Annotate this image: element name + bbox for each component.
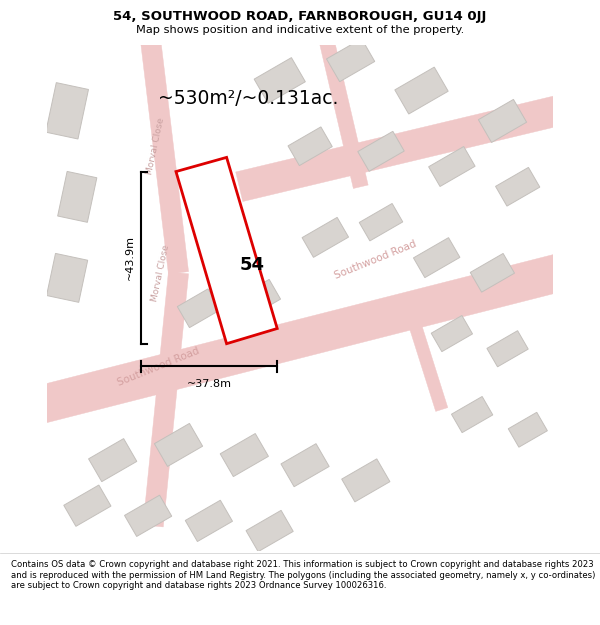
Polygon shape bbox=[220, 434, 268, 477]
Polygon shape bbox=[125, 495, 172, 536]
Text: ~530m²/~0.131ac.: ~530m²/~0.131ac. bbox=[158, 89, 338, 107]
Polygon shape bbox=[138, 19, 188, 274]
Polygon shape bbox=[236, 91, 582, 201]
Polygon shape bbox=[496, 168, 540, 206]
Polygon shape bbox=[508, 412, 547, 447]
Text: Map shows position and indicative extent of the property.: Map shows position and indicative extent… bbox=[136, 25, 464, 35]
Polygon shape bbox=[318, 33, 368, 189]
Polygon shape bbox=[341, 459, 390, 502]
Polygon shape bbox=[413, 238, 460, 278]
Polygon shape bbox=[143, 272, 188, 527]
Polygon shape bbox=[64, 485, 111, 526]
Polygon shape bbox=[47, 253, 88, 302]
Text: Morval Close: Morval Close bbox=[145, 117, 166, 176]
Polygon shape bbox=[154, 423, 203, 466]
Polygon shape bbox=[246, 511, 293, 552]
Polygon shape bbox=[428, 146, 475, 186]
Polygon shape bbox=[178, 289, 220, 328]
Text: ~37.8m: ~37.8m bbox=[187, 379, 232, 389]
Text: Southwood Road: Southwood Road bbox=[116, 346, 200, 388]
Text: ~43.9m: ~43.9m bbox=[124, 235, 134, 280]
Polygon shape bbox=[17, 249, 583, 428]
Text: Southwood Road: Southwood Road bbox=[334, 239, 418, 281]
Polygon shape bbox=[470, 254, 515, 292]
Polygon shape bbox=[451, 396, 493, 432]
Polygon shape bbox=[176, 158, 277, 344]
Polygon shape bbox=[46, 82, 88, 139]
Text: Contains OS data © Crown copyright and database right 2021. This information is : Contains OS data © Crown copyright and d… bbox=[11, 560, 595, 590]
Text: 54, SOUTHWOOD ROAD, FARNBOROUGH, GU14 0JJ: 54, SOUTHWOOD ROAD, FARNBOROUGH, GU14 0J… bbox=[113, 10, 487, 23]
Polygon shape bbox=[431, 316, 473, 352]
Polygon shape bbox=[406, 311, 448, 411]
Polygon shape bbox=[302, 217, 349, 258]
Polygon shape bbox=[478, 99, 527, 142]
Polygon shape bbox=[326, 39, 375, 82]
Polygon shape bbox=[281, 444, 329, 487]
Polygon shape bbox=[288, 127, 332, 166]
Text: Morval Close: Morval Close bbox=[151, 244, 171, 302]
Polygon shape bbox=[58, 171, 97, 222]
Polygon shape bbox=[238, 279, 281, 317]
Polygon shape bbox=[206, 222, 252, 263]
Polygon shape bbox=[254, 58, 305, 103]
Text: 54: 54 bbox=[239, 256, 265, 274]
Polygon shape bbox=[487, 331, 528, 367]
Polygon shape bbox=[89, 439, 137, 482]
Polygon shape bbox=[395, 67, 448, 114]
Polygon shape bbox=[358, 131, 404, 171]
Polygon shape bbox=[185, 500, 232, 541]
Polygon shape bbox=[359, 204, 403, 241]
